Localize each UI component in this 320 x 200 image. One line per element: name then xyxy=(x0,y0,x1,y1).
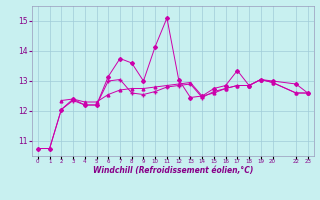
X-axis label: Windchill (Refroidissement éolien,°C): Windchill (Refroidissement éolien,°C) xyxy=(92,166,253,175)
